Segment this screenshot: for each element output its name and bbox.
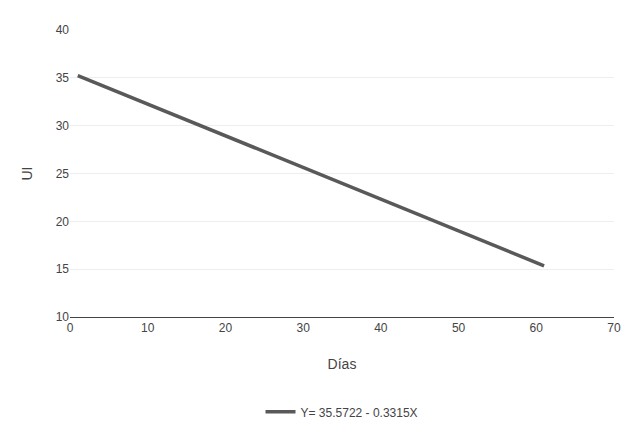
svg-text:Y= 35.5722 - 0.3315X: Y= 35.5722 - 0.3315X: [301, 406, 418, 420]
svg-text:25: 25: [56, 167, 70, 181]
svg-text:20: 20: [219, 321, 233, 335]
svg-text:30: 30: [56, 119, 70, 133]
svg-text:10: 10: [56, 310, 70, 324]
svg-text:40: 40: [374, 321, 388, 335]
svg-text:40: 40: [56, 23, 70, 37]
svg-text:Días: Días: [328, 356, 357, 372]
svg-text:0: 0: [67, 321, 74, 335]
svg-text:70: 70: [607, 321, 621, 335]
svg-text:60: 60: [530, 321, 544, 335]
svg-text:30: 30: [296, 321, 310, 335]
svg-text:20: 20: [56, 215, 70, 229]
svg-text:15: 15: [56, 262, 70, 276]
svg-text:50: 50: [452, 321, 466, 335]
svg-text:UI: UI: [19, 167, 35, 181]
svg-text:35: 35: [56, 71, 70, 85]
svg-text:10: 10: [141, 321, 155, 335]
